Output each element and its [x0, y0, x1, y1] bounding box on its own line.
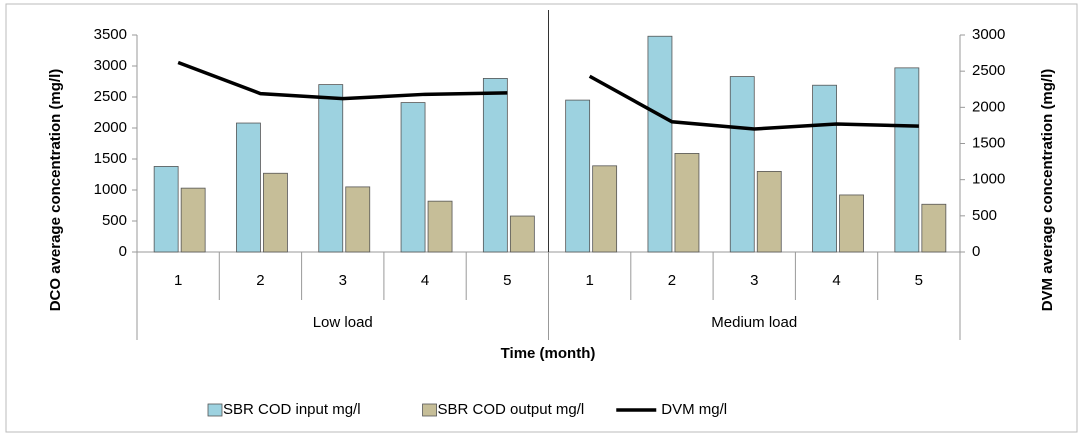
bar — [812, 84, 837, 253]
y-tick-label: 500 — [102, 212, 127, 229]
y2-tick-label: 500 — [972, 207, 997, 224]
bar — [647, 35, 673, 253]
y-tick-label: 3500 — [94, 26, 127, 43]
x-tick-label: 1 — [174, 272, 182, 289]
y-tick-label: 1000 — [94, 181, 127, 198]
bar — [263, 172, 288, 253]
bar — [729, 76, 755, 253]
y-tick-label: 0 — [119, 243, 127, 260]
bar — [509, 215, 535, 253]
x-tick-label: 5 — [915, 272, 923, 289]
legend-swatch — [422, 403, 437, 417]
bar — [482, 78, 508, 253]
bar — [921, 203, 947, 253]
x-tick-label: 2 — [256, 272, 264, 289]
legend-label: SBR COD output mg/l — [438, 401, 585, 418]
y2-tick-label: 2500 — [972, 62, 1005, 79]
legend-label: SBR COD input mg/l — [223, 401, 361, 418]
bar — [756, 170, 782, 253]
y-tick-label: 2500 — [94, 88, 127, 105]
y2-tick-label: 3000 — [972, 26, 1005, 43]
x-tick-label: 4 — [421, 272, 429, 289]
y-tick-label: 1500 — [94, 150, 127, 167]
group-label: Medium load — [711, 314, 797, 331]
y-axis-title: DCO average concentration (mg/l) — [47, 69, 64, 312]
x-tick-label: 5 — [503, 272, 511, 289]
y-tick-label: 3000 — [94, 57, 127, 74]
y-tick-label: 2000 — [94, 119, 127, 136]
bar — [894, 67, 920, 253]
y2-tick-label: 1500 — [972, 134, 1005, 151]
x-tick-label: 1 — [585, 272, 593, 289]
bar — [345, 186, 371, 253]
line — [177, 60, 508, 101]
bar — [400, 102, 426, 253]
x-tick-label: 2 — [668, 272, 676, 289]
x-axis-title: Time (month) — [501, 345, 596, 362]
bar — [318, 84, 344, 253]
y2-tick-label: 1000 — [972, 171, 1005, 188]
y2-axis-title: DVM average concentration (mg/l) — [1039, 69, 1056, 312]
bar — [592, 165, 618, 253]
x-tick-label: 3 — [750, 272, 758, 289]
line — [588, 74, 919, 131]
legend-swatch — [207, 403, 223, 417]
bar — [565, 99, 591, 253]
group-label: Low load — [313, 314, 373, 331]
legend-label: DVM mg/l — [661, 401, 727, 418]
x-tick-label: 4 — [832, 272, 840, 289]
bar — [839, 194, 864, 253]
x-tick-label: 3 — [339, 272, 347, 289]
bar — [180, 187, 206, 253]
y2-tick-label: 0 — [972, 243, 980, 260]
bar — [427, 200, 453, 253]
bar — [236, 122, 261, 253]
bar — [153, 166, 179, 253]
y2-tick-label: 2000 — [972, 98, 1005, 115]
bar — [674, 153, 700, 253]
